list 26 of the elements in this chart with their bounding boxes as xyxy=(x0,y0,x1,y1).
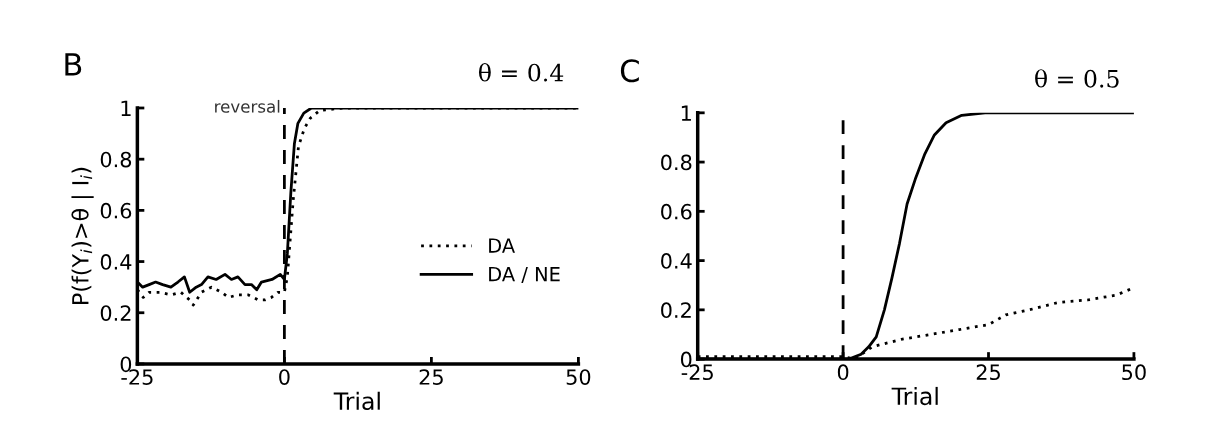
legend-label: DA / NE xyxy=(489,267,560,283)
ref-line-label: reversal xyxy=(215,99,280,113)
x-tick-label: 50 xyxy=(566,369,591,385)
y-tick-label: 0.4 xyxy=(100,254,132,270)
x-axis-title: Trial xyxy=(891,386,938,406)
chart-title: C xyxy=(620,59,639,83)
y-tick-label: 0.6 xyxy=(100,202,132,219)
y-tick-label: 1 xyxy=(121,100,131,116)
x-tick-label: 0 xyxy=(837,364,849,381)
y-tick-label: 0.2 xyxy=(661,302,691,319)
x-tick-label: 0 xyxy=(279,369,290,385)
chart-title: B xyxy=(65,53,82,76)
x-axis-title: Trial xyxy=(333,391,380,411)
y-tick-label: 0.8 xyxy=(100,151,132,168)
x-tick-label: 25 xyxy=(976,364,1000,381)
y-tick-label: 1 xyxy=(681,105,691,121)
legend-label: DA xyxy=(489,238,515,253)
text: θ = 0.4 xyxy=(478,63,564,82)
y-axis-title: P(f(Y$_{i}$)>θ | I$_{i}$) xyxy=(71,167,94,304)
x-tick-label: 50 xyxy=(1122,364,1146,381)
y-tick-label: 0.4 xyxy=(661,253,692,269)
x-tick-label: 25 xyxy=(419,369,443,385)
y-tick-label: 0.2 xyxy=(100,305,131,321)
y-tick-label: 0.6 xyxy=(661,203,692,220)
text: θ = 0.5 xyxy=(1035,69,1119,88)
y-tick-label: 0.8 xyxy=(661,154,692,171)
